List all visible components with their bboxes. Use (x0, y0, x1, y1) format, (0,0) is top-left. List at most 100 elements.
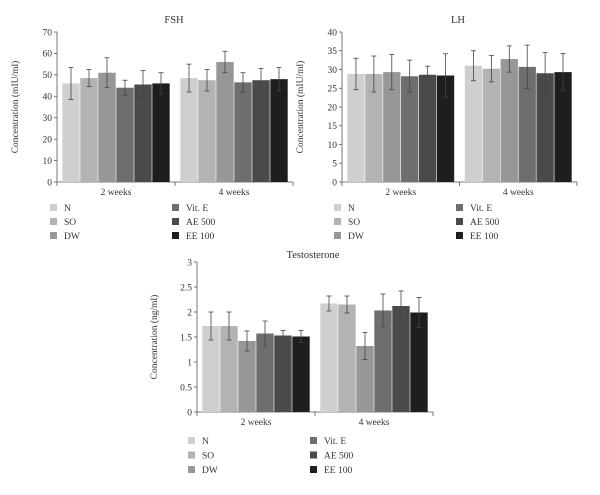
legend-swatch (188, 466, 195, 473)
x-category-label: 2 weeks (101, 188, 132, 198)
legend-label: EE 100 (186, 232, 214, 242)
legend-swatch (310, 451, 317, 459)
chart-title: FSH (164, 15, 184, 26)
y-tick-label: 2 (187, 308, 192, 318)
x-category-label: 2 weeks (385, 188, 416, 198)
legend-label: DW (64, 232, 80, 242)
legend-label: Vit. E (324, 437, 346, 447)
y-tick-label: 60 (43, 50, 53, 60)
y-tick-label: 20 (328, 103, 338, 113)
bar-so (338, 304, 356, 412)
bar-dw (500, 59, 518, 182)
legend-label: N (202, 437, 209, 447)
bar-n (202, 326, 220, 412)
bar-ae-500 (392, 306, 410, 412)
bar-vit-e (234, 82, 252, 182)
y-tick-label: 0 (187, 408, 192, 418)
bar-ee-100 (410, 312, 428, 412)
legend-swatch (50, 218, 57, 225)
bar-ee-100 (436, 75, 455, 182)
legend-swatch (172, 232, 179, 239)
bar-ae-500 (274, 335, 292, 412)
bar-dw (383, 72, 401, 182)
bar-so (482, 68, 501, 182)
y-tick-label: 30 (43, 114, 53, 124)
legend-swatch (334, 204, 341, 211)
bar-vit-e (374, 310, 392, 412)
bar-n (180, 78, 198, 182)
y-tick-label: 1.5 (180, 333, 192, 343)
legend-swatch (172, 218, 179, 225)
legend-label: DW (348, 232, 364, 242)
legend: N SO DW Vit. E AE 500 EE 100 (188, 437, 354, 476)
x-category-label: 2 weeks (241, 418, 272, 428)
bar-dw (238, 341, 256, 412)
y-axis-label: Concentration (mIU/ml) (295, 61, 306, 154)
y-tick-label: 10 (43, 157, 53, 167)
y-tick-label: 70 (43, 28, 53, 38)
legend-label: AE 500 (324, 452, 354, 462)
legend-swatch (188, 451, 195, 459)
bar-ee-100 (270, 79, 288, 182)
y-tick-label: 25 (328, 85, 338, 95)
legend-label: EE 100 (324, 466, 352, 476)
legend-label: EE 100 (470, 232, 498, 242)
chart-lh: LH 0 5 10 15 20 25 30 35 40 Concentration (mIU/ml)… (295, 15, 578, 242)
y-tick-label: 3 (187, 258, 192, 268)
legend-label: N (64, 204, 71, 214)
y-tick-label: 2.5 (180, 283, 192, 293)
y-tick-label: 1 (187, 358, 192, 368)
y-tick-label: 5 (332, 160, 337, 170)
y-tick-label: 35 (328, 47, 338, 57)
legend-label: SO (202, 452, 214, 462)
bar-vit-e (401, 76, 419, 182)
legend-swatch (456, 232, 463, 239)
y-tick-label: 40 (328, 28, 338, 38)
legend-swatch (334, 218, 341, 225)
bar-so (220, 326, 238, 412)
y-axis-label: Concentration (mIU/ml) (10, 61, 21, 154)
bar-ae-500 (536, 73, 554, 182)
bar-ae-500 (134, 84, 152, 182)
y-tick-label: 20 (43, 135, 53, 145)
bar-so (198, 80, 216, 182)
legend-swatch (456, 218, 463, 225)
chart-title: LH (451, 15, 465, 26)
y-tick-label: 15 (328, 122, 338, 132)
legend-swatch (310, 466, 317, 473)
y-tick-label: 0.5 (180, 383, 192, 393)
y-tick-label: 30 (328, 66, 338, 76)
bar-n (347, 74, 365, 182)
y-axis-label: Concentration (ng/ml) (149, 295, 160, 380)
y-tick-label: 10 (328, 141, 338, 151)
bar-n (464, 65, 483, 182)
bar-ee-100 (554, 72, 572, 182)
chart-title: Testosterone (287, 250, 340, 261)
legend-swatch (334, 232, 341, 239)
bar-so (365, 74, 383, 182)
bar-ee-100 (152, 83, 170, 182)
x-category-label: 4 weeks (219, 188, 250, 198)
legend-label: AE 500 (470, 218, 500, 228)
bar-ae-500 (252, 80, 270, 182)
legend-label: Vit. E (186, 204, 208, 214)
bar-so (80, 78, 98, 182)
y-tick-label: 0 (332, 178, 337, 188)
legend-label: SO (64, 218, 76, 228)
legend: N SO DW Vit. E AE 500 EE 100 (50, 204, 216, 242)
legend-label: Vit. E (470, 204, 492, 214)
y-tick-label: 0 (47, 178, 52, 188)
legend-swatch (172, 204, 179, 211)
legend-swatch (310, 437, 317, 444)
bar-vit-e (518, 66, 536, 182)
bar-vit-e (256, 333, 274, 412)
legend: N SO DW Vit. E AE 500 EE 100 (334, 204, 500, 242)
bar-vit-e (116, 87, 134, 182)
bar-dw (216, 62, 234, 182)
bar-dw (98, 72, 116, 182)
legend-swatch (456, 204, 463, 211)
x-category-label: 4 weeks (359, 418, 390, 428)
x-category-label: 4 weeks (503, 188, 534, 198)
bar-ae-500 (418, 74, 437, 182)
